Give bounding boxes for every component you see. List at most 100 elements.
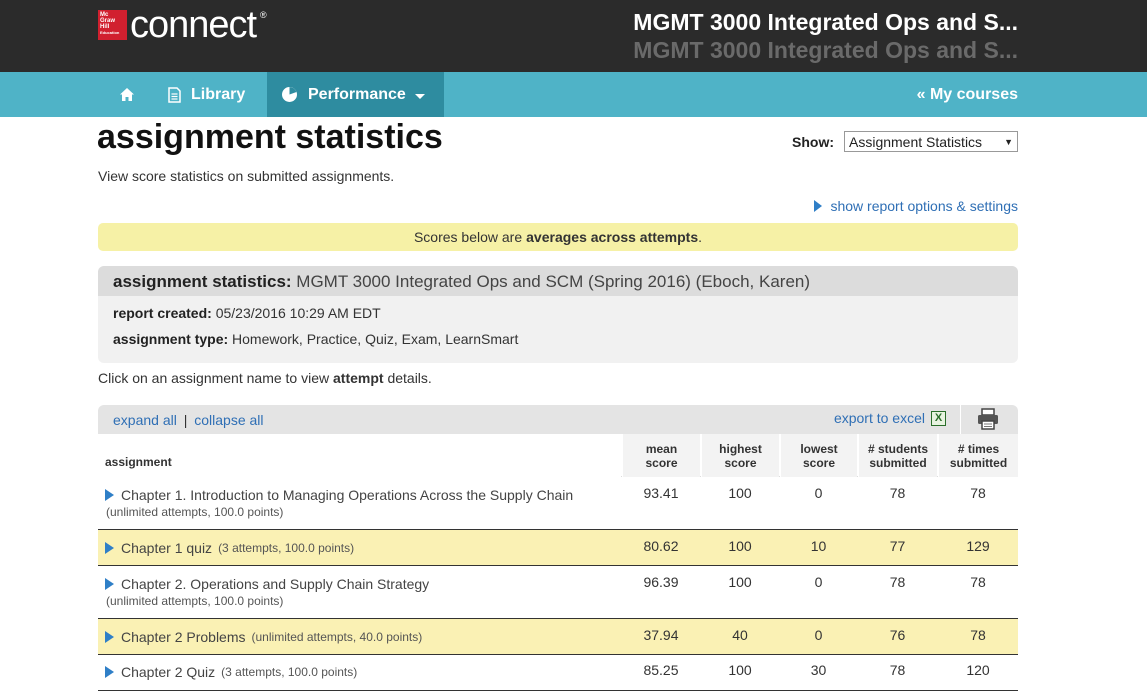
- assignment-name: Chapter 2 Problems: [121, 629, 246, 645]
- mean-score: 85.25: [643, 662, 679, 678]
- pie-chart-icon: [282, 87, 297, 102]
- assignment-link[interactable]: Chapter 1 quiz (3 attempts, 100.0 points…: [105, 540, 354, 556]
- mean-score: 37.94: [643, 627, 679, 643]
- highest-score: 40: [732, 627, 748, 643]
- report-created-value: 05/23/2016 10:29 AM EDT: [215, 305, 381, 321]
- header-line: highest: [719, 441, 762, 456]
- table-row: Chapter 1. Introduction to Managing Oper…: [98, 477, 1018, 530]
- printer-icon[interactable]: [976, 407, 1000, 431]
- students-submitted: 76: [889, 627, 906, 643]
- notice-text: Scores below are: [413, 229, 523, 245]
- assignment-link[interactable]: Chapter 2 Problems (unlimited attempts, …: [105, 629, 422, 645]
- header-line: score: [645, 455, 678, 470]
- show-selector: Show: Assignment Statistics ▼: [792, 131, 1018, 152]
- connect-logo-text[interactable]: connect: [130, 4, 257, 46]
- chevron-down-icon: [414, 93, 425, 99]
- table-row: Chapter 1 quiz (3 attempts, 100.0 points…: [98, 530, 1018, 566]
- nav-library-label: Library: [191, 85, 246, 103]
- assignment-name: Chapter 1. Introduction to Managing Oper…: [121, 487, 574, 503]
- students-submitted: 78: [889, 574, 906, 590]
- table-header: assignment mean score highest score lowest…: [98, 434, 1018, 477]
- assignment-meta: (3 attempts, 100.0 points): [218, 541, 355, 555]
- show-dropdown-value: Assignment Statistics: [849, 133, 983, 150]
- nav-library[interactable]: Library: [160, 72, 253, 117]
- dropdown-arrow-icon: ▼: [1004, 136, 1013, 147]
- page-title: assignment statistics: [97, 118, 443, 156]
- expand-triangle-icon: [105, 578, 114, 590]
- students-submitted: 78: [889, 662, 906, 678]
- nav-performance-label: Performance: [308, 85, 406, 103]
- notice-bold-text: averages across attempts: [526, 229, 699, 245]
- header-line: # students: [867, 441, 928, 456]
- header-line: # times: [957, 441, 1000, 456]
- excel-icon: X: [931, 410, 946, 426]
- nav-home[interactable]: [108, 72, 146, 117]
- column-header-lowest-score[interactable]: lowest score: [780, 434, 857, 477]
- click-instruction-bold: attempt: [333, 370, 384, 386]
- lowest-score: 0: [814, 574, 823, 590]
- expand-triangle-icon: [105, 666, 114, 678]
- my-courses-link[interactable]: « My courses: [916, 85, 1018, 103]
- logo-line: Hill: [100, 24, 110, 30]
- averages-notice: Scores below are averages across attempt…: [98, 223, 1018, 251]
- report-created-label: report created:: [113, 305, 212, 321]
- assignment-name: Chapter 2 Quiz: [121, 664, 216, 680]
- expand-all-link[interactable]: expand all: [113, 412, 177, 428]
- logo-line: Graw: [100, 18, 116, 24]
- export-excel-link[interactable]: export to excel X: [834, 410, 946, 426]
- header-line: score: [802, 455, 836, 470]
- toolbar-divider: [960, 405, 961, 434]
- report-options-link[interactable]: show report options & settings: [814, 198, 1018, 214]
- table-toolbar: expand all | collapse all export to exce…: [98, 405, 1018, 434]
- registered-mark: ®: [260, 10, 267, 20]
- students-submitted: 77: [889, 538, 906, 554]
- table-row: Chapter 2. Operations and Supply Chain S…: [98, 566, 1018, 619]
- nav-bar: Library Performance « My courses: [0, 72, 1147, 117]
- collapse-all-link[interactable]: collapse all: [194, 412, 264, 428]
- column-header-highest-score[interactable]: highest score: [701, 434, 779, 477]
- column-header-assignment[interactable]: assignment: [98, 434, 621, 477]
- logo-line: Education: [100, 30, 120, 35]
- export-excel-label: export to excel: [833, 410, 925, 426]
- lowest-score: 0: [814, 485, 823, 501]
- expand-collapse-links: expand all | collapse all: [113, 412, 264, 428]
- show-dropdown[interactable]: Assignment Statistics ▼: [844, 131, 1018, 152]
- column-header-students-submitted[interactable]: # students submitted: [858, 434, 937, 477]
- assignment-name: Chapter 1 quiz: [121, 540, 213, 556]
- students-submitted: 78: [889, 485, 906, 501]
- show-label: Show:: [792, 133, 834, 150]
- times-submitted: 78: [970, 574, 986, 590]
- times-submitted: 129: [966, 538, 990, 554]
- times-submitted: 120: [966, 662, 990, 678]
- page-subtitle: View score statistics on submitted assig…: [98, 168, 395, 184]
- nav-performance[interactable]: Performance: [267, 72, 444, 117]
- home-icon: [120, 88, 134, 101]
- assignment-meta: (3 attempts, 100.0 points): [221, 665, 358, 679]
- assignment-link[interactable]: Chapter 2 Quiz (3 attempts, 100.0 points…: [105, 664, 357, 680]
- report-info-title: assignment statistics:: [113, 272, 292, 291]
- course-title: MGMT 3000 Integrated Ops and S...: [633, 9, 1018, 35]
- lowest-score: 30: [810, 662, 827, 678]
- report-options-label: show report options & settings: [830, 198, 1018, 214]
- expand-triangle-icon: [105, 631, 114, 643]
- highest-score: 100: [728, 662, 752, 678]
- assignment-link[interactable]: Chapter 1. Introduction to Managing Oper…: [105, 487, 573, 503]
- assignment-link[interactable]: Chapter 2. Operations and Supply Chain S…: [105, 576, 429, 592]
- highest-score: 100: [728, 574, 752, 590]
- click-instruction-text: Click on an assignment name to view: [98, 370, 330, 386]
- table-row: Chapter 2 Quiz (3 attempts, 100.0 points…: [98, 655, 1018, 691]
- assignment-name: Chapter 2. Operations and Supply Chain S…: [121, 576, 430, 592]
- mean-score: 93.41: [643, 485, 679, 501]
- document-icon: [168, 86, 181, 103]
- column-header-times-submitted[interactable]: # times submitted: [938, 434, 1018, 477]
- highest-score: 100: [728, 485, 752, 501]
- header-line: submitted: [949, 455, 1008, 470]
- logo-line: Mc: [100, 12, 109, 18]
- mean-score: 80.62: [643, 538, 679, 554]
- table-row: Chapter 2 Problems (unlimited attempts, …: [98, 619, 1018, 655]
- mcgraw-hill-logo[interactable]: Mc Graw Hill Education: [98, 10, 127, 40]
- column-header-mean-score[interactable]: mean score: [622, 434, 700, 477]
- assignment-type-value: Homework, Practice, Quiz, Exam, LearnSma…: [232, 331, 519, 347]
- link-separator: |: [183, 412, 188, 428]
- expand-triangle-icon: [105, 542, 114, 554]
